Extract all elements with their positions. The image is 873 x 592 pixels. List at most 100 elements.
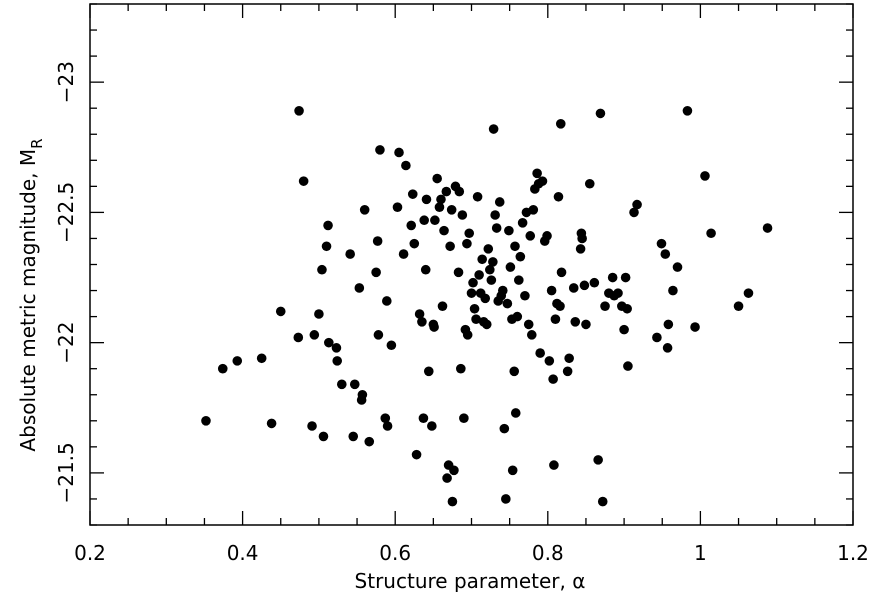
data-point — [584, 178, 595, 189]
data-point — [517, 218, 528, 228]
data-point — [528, 204, 539, 215]
data-point — [394, 147, 404, 158]
data-point — [577, 233, 587, 244]
data-point — [672, 262, 683, 272]
plot-frame — [89, 3, 854, 526]
data-point — [466, 288, 477, 298]
data-point — [556, 267, 567, 278]
data-point — [375, 145, 385, 155]
data-point — [420, 264, 431, 275]
data-point — [439, 225, 449, 236]
data-point — [232, 356, 243, 366]
data-point — [595, 108, 606, 119]
data-point — [623, 361, 633, 371]
data-point — [568, 283, 579, 293]
data-point — [423, 366, 434, 377]
data-point — [427, 421, 437, 431]
data-point — [525, 231, 536, 241]
data-point — [510, 241, 520, 252]
data-point — [575, 244, 586, 254]
x-tick-label: 0.6 — [379, 541, 411, 565]
data-point — [409, 238, 420, 249]
x-axis-title: Structure parameter, α — [355, 569, 586, 592]
data-point — [491, 223, 502, 233]
x-tick-label: 0.2 — [74, 541, 106, 565]
data-point — [201, 416, 211, 426]
data-point — [418, 413, 429, 423]
data-point — [331, 343, 342, 353]
data-point — [474, 270, 484, 280]
data-point — [656, 238, 667, 249]
data-point — [380, 413, 391, 423]
data-point — [472, 191, 483, 202]
data-point — [700, 171, 710, 181]
data-point — [485, 264, 495, 275]
data-point — [515, 251, 526, 262]
y-tick-label: −23 — [54, 61, 78, 103]
data-point — [570, 317, 581, 327]
data-point — [309, 330, 320, 340]
data-point — [446, 204, 457, 215]
data-point — [349, 379, 360, 390]
data-point — [690, 322, 700, 332]
data-point — [457, 210, 468, 220]
data-point — [488, 124, 499, 134]
data-point — [502, 298, 513, 309]
data-point — [555, 119, 566, 129]
data-point — [480, 293, 491, 304]
data-point — [382, 296, 392, 306]
data-point — [364, 436, 375, 447]
data-point — [462, 238, 472, 249]
data-point — [663, 319, 674, 330]
data-point — [407, 189, 418, 199]
data-point — [345, 249, 355, 259]
data-point — [682, 106, 693, 116]
data-point — [523, 319, 534, 330]
data-point — [486, 275, 497, 285]
data-point — [597, 496, 608, 507]
axis-ticks — [89, 3, 854, 526]
data-point — [336, 379, 347, 390]
data-point — [314, 309, 324, 319]
data-point — [392, 202, 403, 212]
data-point — [548, 374, 558, 384]
data-point — [497, 285, 508, 296]
data-point — [620, 272, 631, 283]
data-point — [520, 290, 530, 301]
data-point — [589, 277, 600, 288]
data-point — [509, 366, 520, 377]
data-point — [421, 194, 432, 205]
data-point — [373, 330, 384, 340]
data-point — [453, 267, 464, 278]
data-point — [613, 288, 623, 298]
data-point — [462, 330, 473, 340]
data-point — [762, 223, 773, 233]
data-point — [454, 186, 465, 197]
data-point — [512, 311, 523, 322]
data-point — [483, 244, 494, 254]
data-point — [490, 210, 500, 220]
data-point — [318, 431, 329, 442]
data-point — [442, 473, 452, 483]
data-point — [307, 421, 317, 431]
data-point — [293, 332, 304, 343]
data-point — [662, 343, 673, 353]
data-point — [544, 356, 555, 366]
data-point — [348, 431, 359, 442]
data-point — [359, 204, 370, 215]
data-point — [321, 241, 332, 252]
data-point — [217, 363, 228, 374]
data-point — [546, 285, 557, 296]
data-point — [437, 301, 448, 311]
data-point — [542, 231, 552, 241]
data-point — [593, 455, 603, 465]
data-point — [607, 272, 618, 283]
data-point — [414, 309, 425, 319]
data-point — [430, 215, 440, 226]
data-point — [553, 191, 564, 202]
data-points — [201, 106, 773, 507]
data-point — [464, 228, 475, 239]
x-tick-label: 1.2 — [837, 541, 869, 565]
data-point — [429, 322, 439, 332]
data-point — [419, 215, 429, 226]
